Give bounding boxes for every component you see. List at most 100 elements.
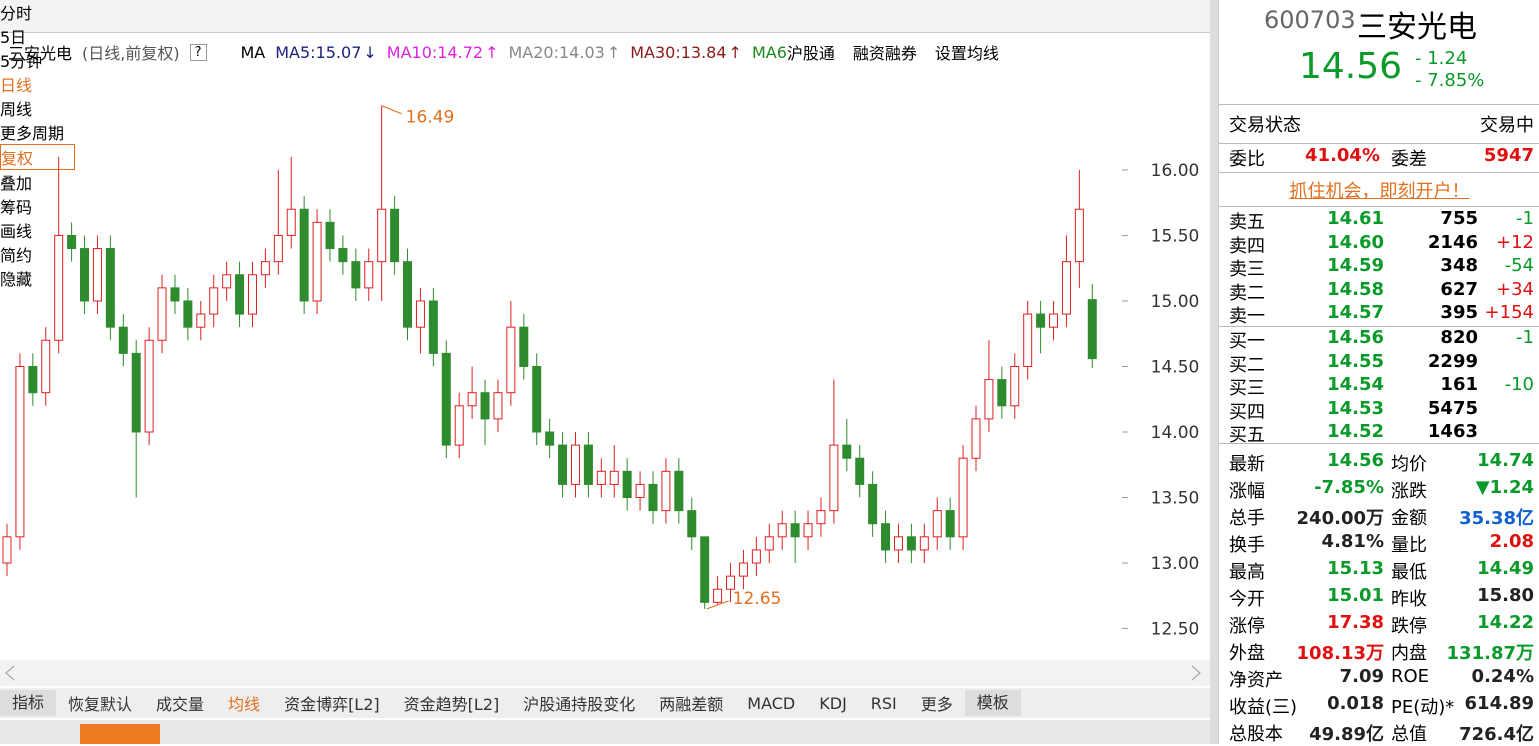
tool-button[interactable]: 简约 bbox=[0, 246, 33, 265]
candle-body bbox=[635, 483, 645, 499]
indicator-tab[interactable]: 指标 bbox=[0, 690, 57, 716]
stat-label: 换手 bbox=[1229, 535, 1265, 556]
stat-label: 涨停 bbox=[1229, 616, 1265, 637]
period-tab[interactable]: 5日 bbox=[0, 28, 27, 47]
candle-body bbox=[1074, 208, 1084, 263]
indicator-tab[interactable]: 资金趋势[L2] bbox=[403, 695, 500, 714]
indicator-tabs: 指标 恢复默认 成交量 均线 资金博弈[L2] 资金趋势[L2] 沪股通持股变化 两融差额 MA… bbox=[0, 688, 1210, 718]
book-price: 14.58 bbox=[1327, 278, 1384, 300]
tool-button[interactable]: 画线 bbox=[0, 222, 33, 241]
active-tab bbox=[80, 724, 160, 744]
legend-link: 融资融券 bbox=[852, 44, 917, 63]
indicator-tab[interactable]: 更多 bbox=[920, 695, 953, 714]
candle-body bbox=[583, 444, 593, 485]
legend-link: 沪股通 bbox=[786, 44, 835, 63]
stat-label: 总手 bbox=[1229, 508, 1265, 529]
indicator-tab[interactable]: 恢复默认 bbox=[68, 695, 133, 714]
min-pointer bbox=[706, 600, 729, 610]
book-price: 14.61 bbox=[1327, 208, 1384, 229]
book-price: 14.54 bbox=[1327, 374, 1384, 396]
candle-body bbox=[441, 352, 451, 446]
period-tab[interactable]: 5分钟 bbox=[0, 52, 43, 71]
book-volume: 5475 bbox=[1427, 397, 1478, 419]
book-volume: 2146 bbox=[1427, 231, 1478, 253]
ma-item: MA5:15.07 bbox=[275, 42, 362, 62]
tool-button[interactable]: 筹码 bbox=[0, 198, 33, 217]
change-pct: - 7.85% bbox=[1415, 70, 1485, 91]
ma-item: MA6 bbox=[751, 42, 787, 62]
period-tab[interactable]: 日线 bbox=[0, 72, 72, 96]
candle-body bbox=[1087, 299, 1097, 360]
book-volume: 348 bbox=[1440, 255, 1478, 277]
period-tab[interactable]: 分时 bbox=[0, 4, 33, 23]
candle-body bbox=[222, 274, 232, 289]
book-price: 14.59 bbox=[1327, 255, 1384, 277]
indicator-tab[interactable]: 均线 bbox=[228, 695, 261, 714]
indicator-tab[interactable]: RSI bbox=[870, 693, 897, 713]
stat-value: 0.018 bbox=[1327, 693, 1384, 714]
candle-body bbox=[1061, 261, 1071, 315]
candle-body bbox=[519, 326, 529, 367]
indicator-tab[interactable]: 资金博弈[L2] bbox=[284, 695, 380, 714]
indicator-tab[interactable]: 沪股通持股变化 bbox=[523, 695, 636, 714]
scrollbar bbox=[0, 660, 1210, 686]
candle-body bbox=[997, 379, 1007, 407]
stat-value: 14.74 bbox=[1477, 450, 1534, 471]
stat-value: 35.38亿 bbox=[1459, 508, 1534, 529]
indicator-tab[interactable]: 模板 bbox=[964, 690, 1021, 716]
tool-button[interactable]: 复权 bbox=[0, 144, 75, 170]
candle-body bbox=[906, 536, 916, 551]
candle-body bbox=[674, 470, 684, 512]
stat-value: 14.22 bbox=[1477, 612, 1534, 633]
book-label: 买四 bbox=[1229, 401, 1265, 423]
stat-label: 均价 bbox=[1391, 454, 1427, 475]
candle-body bbox=[467, 392, 477, 407]
toolbar: 分时 5日 5分钟 日线周线更多周期 复权叠加筹码画线简约隐藏 bbox=[0, 0, 1210, 289]
promo[interactable]: 抓住机会，即刻开户！ bbox=[1289, 181, 1470, 202]
candle-body bbox=[144, 339, 154, 433]
candle-body bbox=[713, 588, 723, 603]
book-label: 卖五 bbox=[1229, 212, 1265, 233]
candle-body bbox=[700, 536, 710, 603]
candle-body bbox=[842, 444, 852, 459]
book-price: 14.57 bbox=[1327, 302, 1384, 324]
stat-label: 内盘 bbox=[1391, 643, 1427, 664]
stat-value: 131.87万 bbox=[1446, 643, 1534, 664]
ma-item: MA10:14.72 bbox=[386, 42, 484, 62]
last-price: 14.56 bbox=[1299, 46, 1403, 87]
candle-body bbox=[893, 536, 903, 551]
stat-value: 15.80 bbox=[1477, 585, 1534, 606]
stat-value: 240.00万 bbox=[1296, 508, 1384, 529]
period-tab[interactable]: 更多周期 bbox=[0, 124, 65, 143]
tool-button[interactable]: 叠加 bbox=[0, 174, 33, 193]
stock-name: 三安光电 bbox=[8, 44, 73, 63]
status: 交易中 bbox=[1480, 115, 1534, 136]
stat-label: 净资产 bbox=[1229, 670, 1283, 691]
candle-body bbox=[855, 457, 865, 485]
period: (日线,前复权) bbox=[82, 44, 180, 63]
candle-body bbox=[545, 431, 555, 446]
divider bbox=[1219, 443, 1539, 444]
candle-body bbox=[532, 365, 542, 433]
stat-label: 跌停 bbox=[1391, 616, 1427, 637]
tool-button[interactable]: 隐藏 bbox=[0, 270, 33, 289]
period-tab[interactable]: 周线 bbox=[0, 100, 33, 119]
wb-label: 委比 bbox=[1229, 149, 1265, 170]
candle-body bbox=[493, 392, 503, 420]
candle-body bbox=[105, 248, 115, 328]
stat-label: 最高 bbox=[1229, 562, 1265, 583]
stat-value: 614.89 bbox=[1464, 693, 1534, 714]
candle-body bbox=[958, 457, 968, 538]
candle-body bbox=[325, 221, 335, 250]
indicator-tab[interactable]: KDJ bbox=[819, 693, 847, 713]
indicator-tab[interactable]: 两融差额 bbox=[659, 695, 724, 714]
candle-body bbox=[273, 234, 283, 263]
indicator-tab[interactable]: 成交量 bbox=[156, 695, 205, 714]
stat-value: 108.13万 bbox=[1296, 643, 1384, 664]
stat-label: 总股本 bbox=[1229, 724, 1283, 745]
indicator-tab[interactable]: MACD bbox=[747, 693, 796, 713]
candle-body bbox=[364, 261, 374, 289]
max-label: 16.49 bbox=[406, 108, 455, 128]
stat-value: -7.85% bbox=[1314, 477, 1384, 498]
divider bbox=[1219, 326, 1539, 327]
